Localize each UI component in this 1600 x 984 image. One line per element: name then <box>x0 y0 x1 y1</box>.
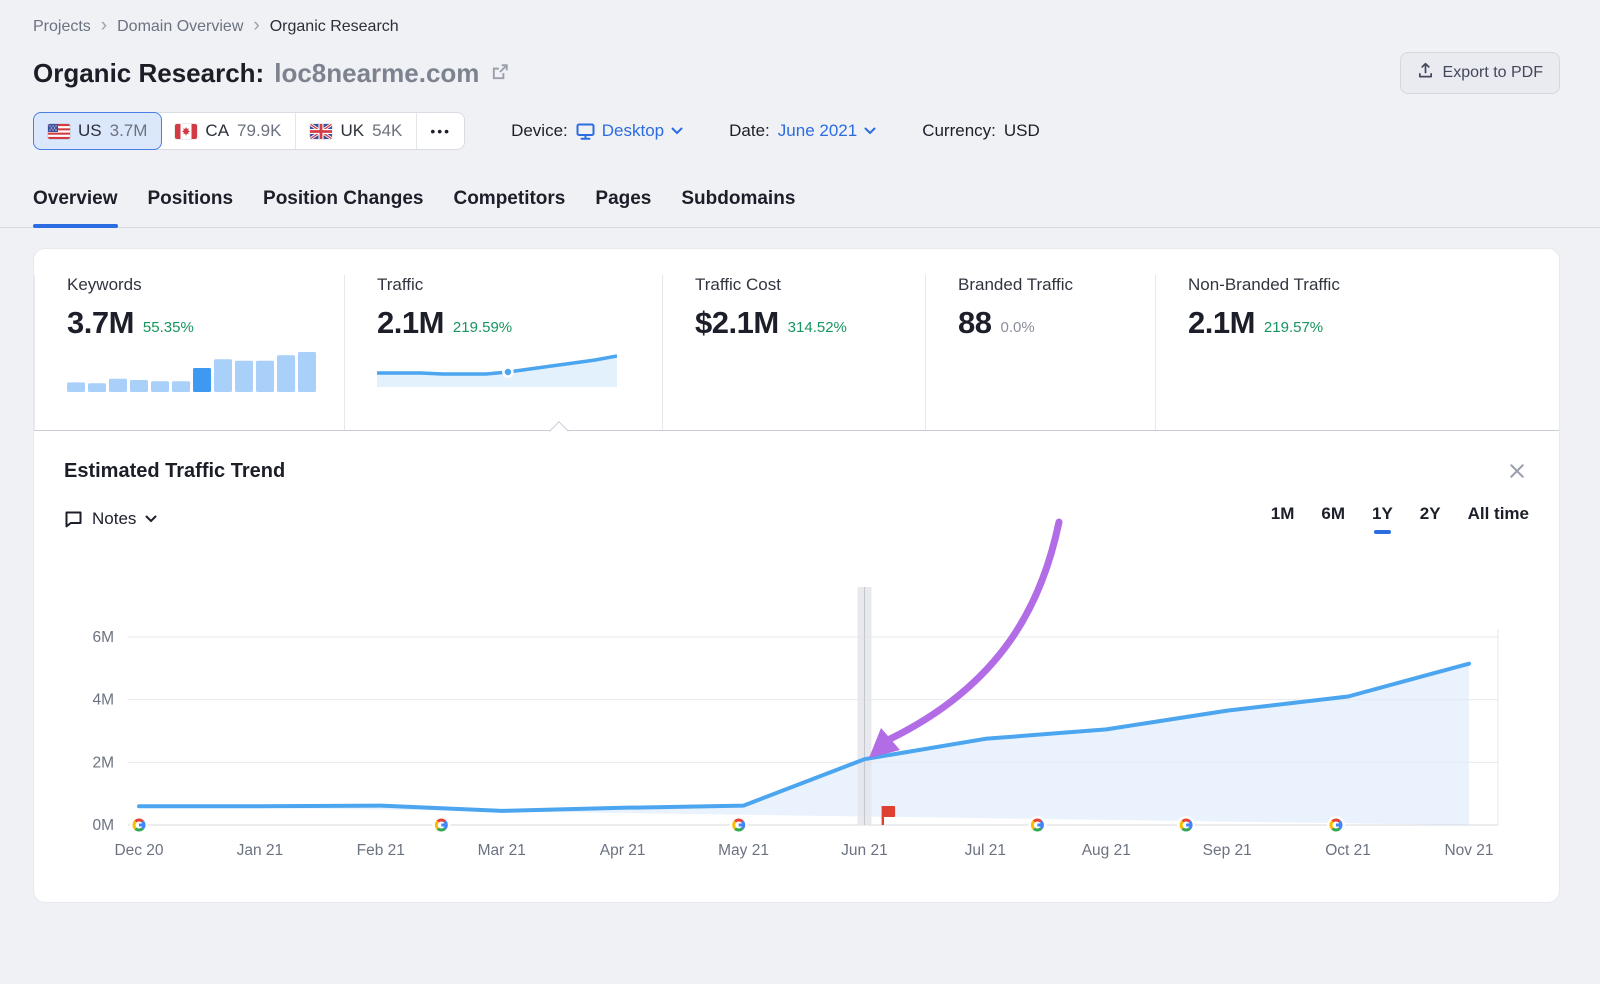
range-1y[interactable]: 1Y <box>1372 504 1393 534</box>
country-tab-uk[interactable]: UK 54K <box>296 113 418 149</box>
svg-text:2M: 2M <box>92 754 114 771</box>
tab-competitors[interactable]: Competitors <box>453 188 566 209</box>
range-2y[interactable]: 2Y <box>1419 504 1441 523</box>
svg-text:Feb 21: Feb 21 <box>357 842 405 859</box>
stat-title: Traffic Cost <box>695 275 781 294</box>
desktop-icon <box>576 123 595 140</box>
external-link-icon[interactable] <box>491 63 509 86</box>
svg-text:May 21: May 21 <box>718 842 769 859</box>
range-1m[interactable]: 1M <box>1270 504 1295 523</box>
country-selector: US 3.7M CA 79.9K UK <box>33 112 466 150</box>
svg-text:Mar 21: Mar 21 <box>478 842 526 859</box>
svg-text:Jun 21: Jun 21 <box>841 842 888 859</box>
close-icon[interactable] <box>1505 459 1529 483</box>
stat-delta: 55.35% <box>142 319 194 336</box>
domain-name: loc8nearme.com <box>274 57 480 88</box>
stat-title: Branded Traffic <box>958 275 1073 294</box>
svg-text:Jan 21: Jan 21 <box>237 842 284 859</box>
note-flag-icon[interactable] <box>881 806 896 825</box>
svg-text:0M: 0M <box>92 817 114 834</box>
stat-delta: 0.0% <box>1000 319 1035 336</box>
google-update-icon[interactable] <box>1177 816 1196 834</box>
google-update-icon[interactable] <box>130 816 148 834</box>
tab-position-changes[interactable]: Position Changes <box>263 188 424 209</box>
range-6m[interactable]: 6M <box>1321 504 1345 523</box>
stat-card-traffic[interactable]: Traffic 2.1M 219.59% <box>344 275 662 430</box>
annotation-arrow <box>869 518 1063 758</box>
date-dropdown[interactable]: June 2021 <box>778 121 876 141</box>
currency-value: USD <box>1003 121 1040 140</box>
notes-icon <box>65 511 82 528</box>
chevron-down-icon <box>145 515 157 523</box>
google-update-icon[interactable] <box>1327 816 1345 834</box>
svg-text:Dec 20: Dec 20 <box>114 842 163 859</box>
stat-value: 2.1M <box>377 305 444 340</box>
more-countries-button[interactable]: ••• <box>430 123 452 139</box>
trend-title: Estimated Traffic Trend <box>64 459 286 482</box>
currency-indicator: Currency: USD <box>922 121 1040 140</box>
stat-value: $2.1M <box>695 305 779 340</box>
stat-title: Non-Branded Traffic <box>1188 275 1340 294</box>
stat-value: 3.7M <box>67 305 134 340</box>
export-icon <box>1417 62 1434 84</box>
chevron-down-icon <box>864 127 876 135</box>
svg-text:Aug 21: Aug 21 <box>1082 842 1131 859</box>
google-update-icon[interactable] <box>1028 816 1047 834</box>
page-title: Organic Research: <box>33 57 265 88</box>
country-tab-ca[interactable]: CA 79.9K <box>161 113 297 149</box>
notes-dropdown[interactable]: Notes <box>64 509 157 529</box>
range-all-time[interactable]: All time <box>1467 504 1529 523</box>
report-tabs: Overview Positions Position Changes Competi… <box>0 182 1600 228</box>
export-to-pdf-button[interactable]: Export to PDF <box>1399 52 1560 94</box>
time-range-selector: 1M 6M 1Y 2Y All time <box>1271 504 1529 534</box>
stat-title: Keywords <box>67 275 142 294</box>
stat-card-non-branded-traffic[interactable]: Non-Branded Traffic 2.1M 219.57% <box>1155 275 1501 430</box>
stat-title: Traffic <box>377 275 424 294</box>
metrics-summary-row: Keywords 3.7M 55.35% Traffic 2.1M 219.59% Traf… <box>34 249 1559 441</box>
breadcrumb-projects[interactable]: Projects <box>33 17 91 35</box>
svg-text:Sep 21: Sep 21 <box>1203 842 1252 859</box>
date-filter: Date: June 2021 <box>729 121 876 141</box>
overview-panel: Keywords 3.7M 55.35% Traffic 2.1M 219.59% Traf… <box>33 248 1560 903</box>
tab-subdomains[interactable]: Subdomains <box>681 188 796 209</box>
breadcrumb: Projects › Domain Overview › Organic Res… <box>33 16 1560 37</box>
chevron-down-icon <box>671 127 683 135</box>
breadcrumb-domain-overview[interactable]: Domain Overview <box>117 17 244 35</box>
keywords-minichart <box>67 352 316 392</box>
breadcrumb-separator-icon: › <box>100 15 108 36</box>
stat-card-branded-traffic[interactable]: Branded Traffic 88 0.0% <box>925 275 1155 430</box>
stat-delta: 314.52% <box>787 319 847 336</box>
tab-pages[interactable]: Pages <box>595 188 652 209</box>
page-header: Projects › Domain Overview › Organic Res… <box>0 0 1600 150</box>
ca-flag-icon <box>175 123 198 139</box>
us-flag-icon <box>48 123 70 139</box>
google-update-icon[interactable] <box>432 816 451 834</box>
tab-positions[interactable]: Positions <box>147 188 234 209</box>
svg-text:4M: 4M <box>92 692 114 709</box>
breadcrumb-separator-icon: › <box>253 15 260 36</box>
svg-text:Nov 21: Nov 21 <box>1444 842 1493 859</box>
stat-delta: 219.59% <box>452 319 513 336</box>
svg-text:6M: 6M <box>92 629 114 646</box>
stat-card-traffic-cost[interactable]: Traffic Cost $2.1M 314.52% <box>662 275 925 430</box>
estimated-traffic-trend-chart: 0M 2M 4M 6M Dec 20 Jan 21 Feb 21 Mar 21 Apr 21 Ma… <box>92 518 1499 859</box>
uk-flag-icon <box>310 123 333 139</box>
svg-text:Apr 21: Apr 21 <box>600 842 646 859</box>
stat-card-keywords[interactable]: Keywords 3.7M 55.35% <box>34 275 344 430</box>
breadcrumb-current: Organic Research <box>269 17 399 35</box>
svg-text:Oct 21: Oct 21 <box>1325 842 1371 859</box>
svg-text:Jul 21: Jul 21 <box>965 842 1006 859</box>
estimated-traffic-trend-section: Estimated Traffic Trend Notes 1M 6M 1Y 2Y Al… <box>34 431 1559 902</box>
country-tab-us[interactable]: US 3.7M <box>33 112 163 150</box>
stat-value: 88 <box>958 305 992 340</box>
device-filter: Device: Desktop <box>511 121 683 141</box>
google-update-icon[interactable] <box>729 816 748 834</box>
traffic-minichart <box>377 354 617 387</box>
stat-value: 2.1M <box>1188 305 1255 340</box>
stat-delta: 219.57% <box>1263 319 1324 336</box>
device-dropdown[interactable]: Desktop <box>576 121 683 141</box>
tab-overview[interactable]: Overview <box>33 182 118 228</box>
